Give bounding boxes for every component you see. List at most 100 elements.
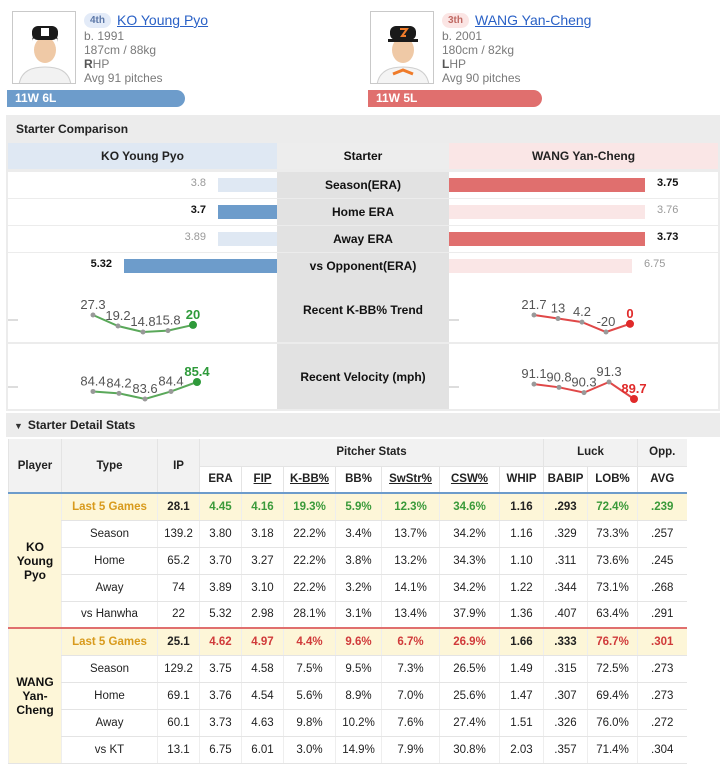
col-swstr[interactable]: SwStr% xyxy=(381,466,440,494)
player-group-label: WANG Yan-Cheng xyxy=(8,627,62,764)
table-cell: 22.2% xyxy=(283,520,336,548)
table-cell: 4.58 xyxy=(241,655,284,683)
table-cell: 3.1% xyxy=(335,601,382,629)
sparkline-label: 20 xyxy=(186,307,200,322)
col-player: Player xyxy=(8,439,62,494)
trend-label: Recent K-BB% Trend xyxy=(277,277,449,342)
comparison-right-cell: 3.75 xyxy=(449,172,718,198)
table-cell: 4.4% xyxy=(283,627,336,656)
velocity-row: 84.4 84.2 83.6 84.4 85.4 Recent Velocity (mp… xyxy=(8,344,718,409)
table-cell: 73.6% xyxy=(587,547,638,575)
table-cell: 13.4% xyxy=(381,601,440,629)
sparkline-point xyxy=(189,320,197,329)
player-avg-pitches-right: Avg 90 pitches xyxy=(442,71,521,85)
comparison-header-right: WANG Yan-Cheng xyxy=(449,143,718,169)
table-cell: 13.1 xyxy=(157,736,200,764)
sparkline-point xyxy=(606,379,612,385)
sparkline-label: 84.4 xyxy=(158,373,183,388)
sparkline-label: 0 xyxy=(626,306,633,321)
comparison-right-bar xyxy=(449,232,645,246)
table-cell: 3.76 xyxy=(199,682,242,710)
player-body-right: 180cm / 82kg xyxy=(442,43,515,57)
player-born-right: b. 2001 xyxy=(442,29,483,43)
table-cell: 5.6% xyxy=(283,682,336,710)
player-hand-left: RHP xyxy=(84,57,110,71)
table-cell: 22.2% xyxy=(283,574,336,602)
sparkline-label: 85.4 xyxy=(184,364,210,379)
comparison-left-value: 5.32 xyxy=(90,258,112,270)
sparkline-point xyxy=(555,316,561,322)
table-cell: .273 xyxy=(637,655,687,683)
table-cell: .329 xyxy=(543,520,588,548)
sparkline-point xyxy=(581,390,587,396)
comparison-left-cell: 3.89 xyxy=(8,226,277,252)
col-lob: LOB% xyxy=(587,466,638,494)
sparkline-label: 83.6 xyxy=(132,381,157,396)
table-cell: 139.2 xyxy=(157,520,200,548)
table-cell: 25.6% xyxy=(439,682,500,710)
comparison-right-value: 3.76 xyxy=(657,204,679,216)
sparkline-point xyxy=(579,319,585,325)
table-cell: 5.9% xyxy=(335,492,382,521)
comparison-right-cell: 6.75 xyxy=(449,253,718,279)
player-card-left: 4th KO Young Pyo b. 1991 187cm / 88kg RH… xyxy=(12,0,208,112)
table-cell: 9.6% xyxy=(335,627,382,656)
table-cell: 7.5% xyxy=(283,655,336,683)
table-cell: 69.1 xyxy=(157,682,200,710)
comparison-right-cell: 3.73 xyxy=(449,226,718,252)
sparkline-point xyxy=(142,396,148,402)
comparison-label: Away ERA xyxy=(277,226,449,252)
player-name-link-left[interactable]: KO Young Pyo xyxy=(117,12,209,28)
table-cell: 4.62 xyxy=(199,627,242,656)
sparkline-point xyxy=(165,328,171,334)
col-group-opp: Opp. xyxy=(637,439,687,467)
table-cell: 4.45 xyxy=(199,492,242,521)
table-cell: 10.2% xyxy=(335,709,382,737)
col-fip[interactable]: FIP xyxy=(241,466,284,494)
table-cell: 2.03 xyxy=(499,736,544,764)
table-row: Away 60.1 3.73 4.63 9.8% 10.2% 7.6% 27.4% 1.51.3… xyxy=(9,709,687,737)
table-row: Home 65.2 3.70 3.27 22.2% 3.8% 13.2% 34.3% 1.10.… xyxy=(9,547,687,575)
detail-stats-table: Player Type IP Pitcher Stats Luck Opp. E… xyxy=(8,439,687,764)
table-cell: .344 xyxy=(543,574,588,602)
sparkline-label: 84.2 xyxy=(106,375,131,390)
sparkline-point xyxy=(193,378,201,386)
table-cell: 1.51 xyxy=(499,709,544,737)
sparkline-label: 91.3 xyxy=(596,364,621,379)
table-cell: 30.8% xyxy=(439,736,500,764)
sparkline-label: 90.8 xyxy=(546,369,571,384)
player-body-left: 187cm / 88kg xyxy=(84,43,157,57)
table-cell: 1.16 xyxy=(499,520,544,548)
table-cell: 73.3% xyxy=(587,520,638,548)
table-cell: 3.27 xyxy=(241,547,284,575)
detail-stats-toggle[interactable]: ▼ Starter Detail Stats xyxy=(6,413,720,437)
rank-badge-right: 3th xyxy=(442,12,469,28)
velocity-chart-left: 84.4 84.2 83.6 84.4 85.4 xyxy=(8,344,277,409)
table-row: Away 74 3.89 3.10 22.2% 3.2% 14.1% 34.2% 1.22.34… xyxy=(9,574,687,602)
table-cell: 7.3% xyxy=(381,655,440,683)
table-cell: 4.54 xyxy=(241,682,284,710)
table-cell: .239 xyxy=(637,492,687,521)
comparison-left-bar xyxy=(124,259,277,273)
table-cell: 25.1 xyxy=(157,627,200,656)
col-kbb[interactable]: K-BB% xyxy=(283,466,336,494)
table-cell: 3.4% xyxy=(335,520,382,548)
comparison-row: 3.89 Away ERA 3.73 xyxy=(8,226,718,252)
col-csw[interactable]: CSW% xyxy=(439,466,500,494)
player-name-link-right[interactable]: WANG Yan-Cheng xyxy=(475,12,592,28)
table-cell: vs Hanwha xyxy=(61,601,158,629)
table-cell: 6.01 xyxy=(241,736,284,764)
comparison-left-value: 3.7 xyxy=(190,204,206,216)
table-cell: 34.6% xyxy=(439,492,500,521)
table-cell: 1.16 xyxy=(499,492,544,521)
table-cell: 129.2 xyxy=(157,655,200,683)
detail-stats-body: KO Young Pyo Last 5 Games 28.1 4.45 4.16 19.3… xyxy=(8,492,687,764)
table-cell: 3.89 xyxy=(199,574,242,602)
sparkline-label: 21.7 xyxy=(521,297,546,312)
table-cell: 34.2% xyxy=(439,520,500,548)
table-cell: 13.7% xyxy=(381,520,440,548)
table-cell: .268 xyxy=(637,574,687,602)
table-cell: 3.0% xyxy=(283,736,336,764)
table-cell: 1.49 xyxy=(499,655,544,683)
sparkline-label: 14.8 xyxy=(130,314,155,329)
